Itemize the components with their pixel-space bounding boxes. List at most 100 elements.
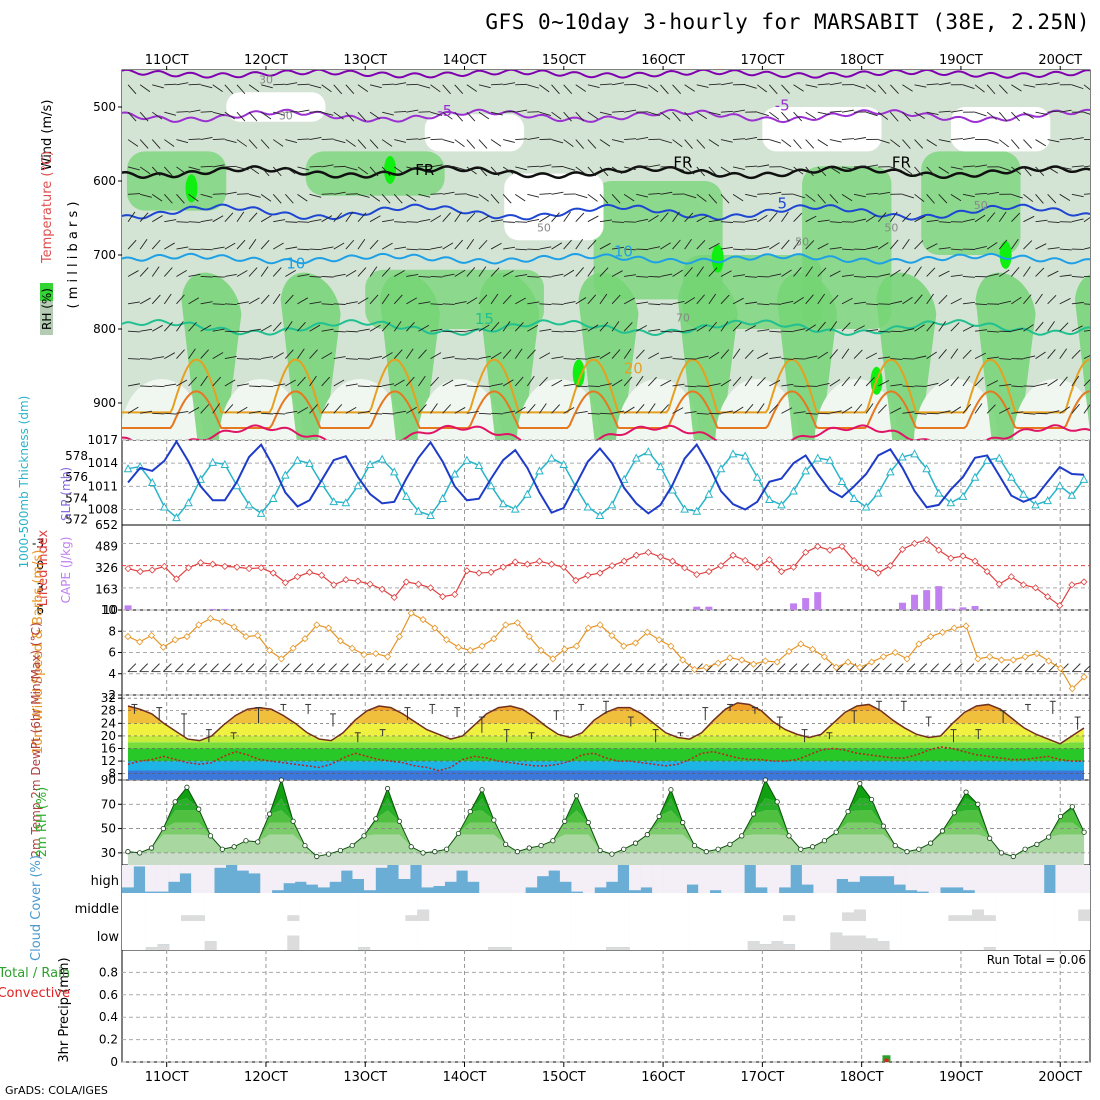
wind-barb [502, 379, 514, 387]
thickness-point [559, 459, 568, 468]
cloud-cell [487, 947, 501, 950]
cloud-cell [192, 915, 205, 921]
wind-barb [950, 138, 963, 141]
cloud-clear-cell [901, 921, 914, 950]
wind-barb [877, 404, 887, 414]
wind-barb [273, 352, 284, 359]
cloud-cell [287, 915, 300, 921]
thickness-point [244, 500, 254, 509]
rh-point [1010, 853, 1016, 860]
wind-barb [829, 139, 842, 143]
cloud-clear-cell [487, 893, 501, 921]
wind-barb [357, 212, 367, 223]
cloud-clear-cell [617, 893, 630, 921]
cloud-clear-cell [122, 921, 135, 950]
temp2m-label: 2m Temp 2m DewPt (6hr Min/Max) (°C) [29, 622, 43, 857]
wind-barb [720, 321, 729, 332]
wind-barb [974, 245, 987, 250]
wind-barb [309, 375, 317, 387]
wind-barb [1047, 166, 1059, 174]
wind-speed-point [809, 645, 817, 653]
thickness-point [123, 464, 133, 473]
wind-barb [841, 109, 854, 113]
thickness-point [486, 481, 496, 490]
wind-barb [902, 385, 915, 388]
cloud-clear-cell [558, 921, 571, 950]
rh-point [821, 838, 827, 844]
wind-barb [587, 84, 600, 88]
cloud-cell [960, 915, 973, 921]
wind-barb [866, 192, 879, 195]
wind-barb [188, 166, 201, 171]
temperature-band [127, 761, 1085, 771]
wind-barb [599, 194, 609, 204]
wind-barb [1059, 248, 1072, 251]
wind-barb [587, 166, 597, 177]
wind-barb [575, 411, 588, 414]
wind-barb [769, 330, 782, 333]
wind-barb [829, 270, 841, 277]
cloud-clear-cell [536, 865, 549, 877]
rh-point [550, 838, 556, 844]
cloud-cell [853, 909, 867, 921]
top-tick-label: 15OCT [542, 53, 586, 68]
rh-point [750, 811, 757, 817]
wind-barb [321, 403, 329, 414]
thickness-point [752, 472, 762, 481]
cloud-clear-cell [570, 921, 583, 950]
wind-barb [636, 276, 649, 278]
wind-barb [430, 111, 443, 116]
cloud-clear-cell [889, 921, 902, 950]
contour-label: 15 [475, 310, 494, 328]
thickness-point [861, 502, 871, 511]
cloud-clear-cell [951, 865, 964, 888]
wind-barb [732, 376, 742, 387]
wind-speed-point [596, 621, 604, 629]
wind-barb [466, 111, 476, 122]
wind-barb [285, 349, 294, 359]
wind-barb [261, 385, 274, 388]
wind-barb [841, 248, 854, 251]
wind-barb [539, 111, 552, 116]
wind-barb [333, 356, 346, 360]
wind-barb [406, 109, 419, 113]
lifted-index-point [983, 567, 991, 576]
cloud-clear-cell [629, 893, 642, 921]
rh-point [302, 842, 308, 849]
cloud-clear-cell [732, 865, 745, 893]
rh-point [668, 787, 674, 793]
cloud-clear-cell [248, 865, 261, 874]
wind-barb [744, 325, 756, 332]
rh-point [715, 846, 721, 852]
rh-point [526, 845, 532, 851]
wind-barb [188, 273, 201, 277]
wind-barb [466, 166, 477, 175]
cloud-clear-cell [830, 893, 843, 921]
wind-barb [890, 166, 902, 172]
rh-point [1034, 841, 1040, 847]
cloud-clear-cell [375, 865, 388, 868]
cloud-clear-cell [1019, 921, 1032, 950]
contour-label: FR [673, 154, 692, 172]
wind-barb [527, 301, 540, 305]
wind-barb [853, 349, 863, 359]
cloud-clear-cell [842, 921, 855, 936]
slp-tick-label: 1017 [87, 433, 118, 447]
wind-barb [503, 410, 516, 414]
wind-barb [624, 166, 636, 171]
temp-dewpt-panel [122, 697, 1090, 780]
wind-barb [176, 221, 189, 223]
rh-point [680, 819, 686, 826]
wind-barb [1047, 82, 1060, 86]
wind-barb [1071, 301, 1084, 305]
wind-barb [490, 166, 500, 177]
lifted-index-point [160, 562, 168, 570]
wind-barb [914, 215, 926, 223]
wind-barb [490, 194, 500, 204]
wind-barb [611, 270, 623, 277]
wind-barb [236, 239, 246, 250]
wind-barb [670, 663, 680, 672]
rh2m-label: 2m RH (%) [35, 787, 50, 858]
wind-barb [757, 329, 770, 332]
wind-barb [502, 194, 512, 204]
